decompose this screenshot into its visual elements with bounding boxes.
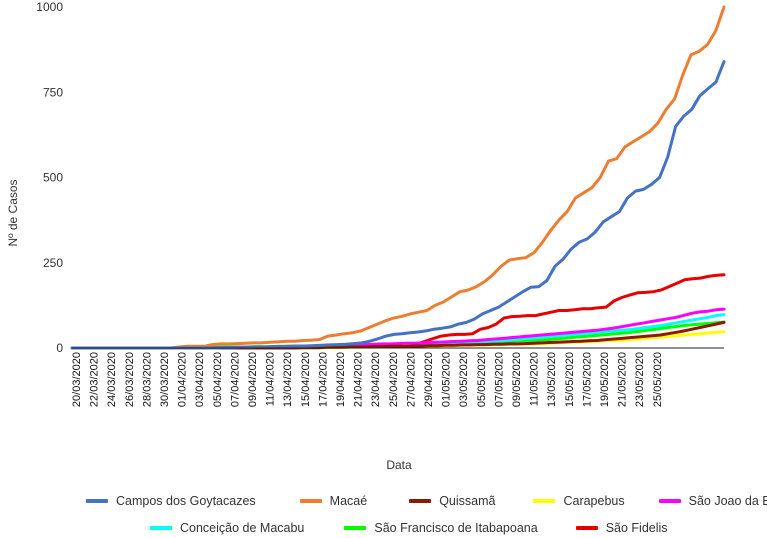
x-tick-label: 15/05/2020 bbox=[564, 352, 576, 407]
x-tick-label: 27/04/2020 bbox=[405, 352, 417, 407]
y-axis-title: Nº de Casos bbox=[6, 179, 20, 246]
legend-item: Quissamã bbox=[409, 494, 495, 508]
x-axis-title: Data bbox=[386, 458, 412, 472]
x-tick-label: 23/05/2020 bbox=[634, 352, 646, 407]
x-tick-label: 07/05/2020 bbox=[493, 352, 505, 407]
x-tick-label: 25/04/2020 bbox=[388, 352, 400, 407]
x-tick-label: 03/04/2020 bbox=[194, 352, 206, 407]
x-tick-label: 09/05/2020 bbox=[511, 352, 523, 407]
series-group bbox=[70, 5, 726, 350]
x-tick-label: 29/04/2020 bbox=[423, 352, 435, 407]
x-tick-label: 11/04/2020 bbox=[265, 352, 277, 406]
x-tick-label: 21/05/2020 bbox=[617, 352, 629, 407]
x-tick-label: 26/03/2020 bbox=[124, 352, 136, 407]
x-tick-label: 17/05/2020 bbox=[581, 352, 593, 407]
legend-label: Carapebus bbox=[563, 494, 625, 508]
legend-item: Conceição de Macabu bbox=[150, 521, 304, 535]
x-tick-label: 11/05/2020 bbox=[529, 352, 541, 406]
y-tick-label: 1000 bbox=[36, 0, 63, 14]
legend-label: Quissamã bbox=[439, 494, 496, 508]
x-tick-label: 28/03/2020 bbox=[141, 352, 153, 407]
y-axis: 0 250 500 750 1000 bbox=[36, 0, 63, 355]
x-tick-label: 13/05/2020 bbox=[546, 352, 558, 407]
legend-label: Macaé bbox=[329, 494, 368, 508]
x-tick-label: 05/05/2020 bbox=[476, 352, 488, 407]
legend-label: Campos dos Goytacazes bbox=[116, 494, 256, 508]
legend-item: São Francisco de Itabapoana bbox=[344, 521, 538, 535]
legend-item: Campos dos Goytacazes bbox=[86, 494, 256, 508]
legend-item: Macaé bbox=[299, 494, 368, 508]
x-tick-label: 03/05/2020 bbox=[458, 352, 470, 407]
legend-item: São Fidelis bbox=[575, 521, 668, 535]
legend-swatch bbox=[86, 499, 108, 503]
legend-swatch bbox=[299, 499, 322, 503]
x-tick-label: 07/04/2020 bbox=[229, 352, 241, 407]
x-tick-label: 24/03/2020 bbox=[106, 352, 118, 407]
x-tick-label: 30/03/2020 bbox=[159, 352, 171, 407]
legend-label: Conceição de Macabu bbox=[180, 521, 305, 535]
legend-label: São Fidelis bbox=[605, 521, 668, 535]
x-tick-label: 09/04/2020 bbox=[247, 352, 259, 407]
x-tick-label: 01/05/2020 bbox=[441, 352, 453, 407]
legend-swatch bbox=[658, 499, 681, 503]
x-tick-label: 19/05/2020 bbox=[599, 352, 611, 407]
legend-item: São Joao da Barra bbox=[658, 494, 767, 508]
x-tick-label: 22/03/2020 bbox=[89, 352, 101, 407]
legend-row: Conceição de Macabu São Francisco de Itab… bbox=[150, 521, 668, 535]
x-tick-label: 21/04/2020 bbox=[353, 352, 365, 407]
legend-swatch bbox=[409, 499, 432, 503]
legend-item: Carapebus bbox=[533, 494, 625, 508]
x-tick-label: 20/03/2020 bbox=[71, 352, 83, 407]
legend-row: Campos dos Goytacazes Macaé Quissamã Carape… bbox=[86, 494, 767, 508]
x-tick-label: 13/04/2020 bbox=[282, 352, 294, 407]
x-tick-label: 17/04/2020 bbox=[317, 352, 329, 407]
x-tick-label: 25/05/2020 bbox=[652, 352, 664, 407]
legend-label: São Francisco de Itabapoana bbox=[374, 521, 538, 535]
x-tick-label: 01/04/2020 bbox=[177, 352, 189, 407]
y-tick-label: 750 bbox=[43, 85, 63, 99]
y-tick-label: 250 bbox=[43, 256, 63, 270]
series-line-campos-dos-goytacazes bbox=[70, 60, 726, 350]
x-tick-label: 19/04/2020 bbox=[335, 352, 347, 407]
y-tick-label: 0 bbox=[56, 341, 63, 355]
legend-swatch bbox=[344, 526, 367, 530]
x-axis: 20/03/2020 22/03/2020 24/03/2020 26/03/2020… bbox=[71, 347, 724, 407]
legend-swatch bbox=[533, 499, 556, 503]
legend-label: São Joao da Barra bbox=[688, 494, 767, 508]
x-tick-label: 05/04/2020 bbox=[212, 352, 224, 407]
x-tick-label: 23/04/2020 bbox=[370, 352, 382, 407]
x-tick-label: 15/04/2020 bbox=[300, 352, 312, 407]
legend-swatch bbox=[150, 526, 172, 530]
y-tick-label: 500 bbox=[43, 171, 63, 185]
legend-swatch bbox=[575, 526, 598, 530]
